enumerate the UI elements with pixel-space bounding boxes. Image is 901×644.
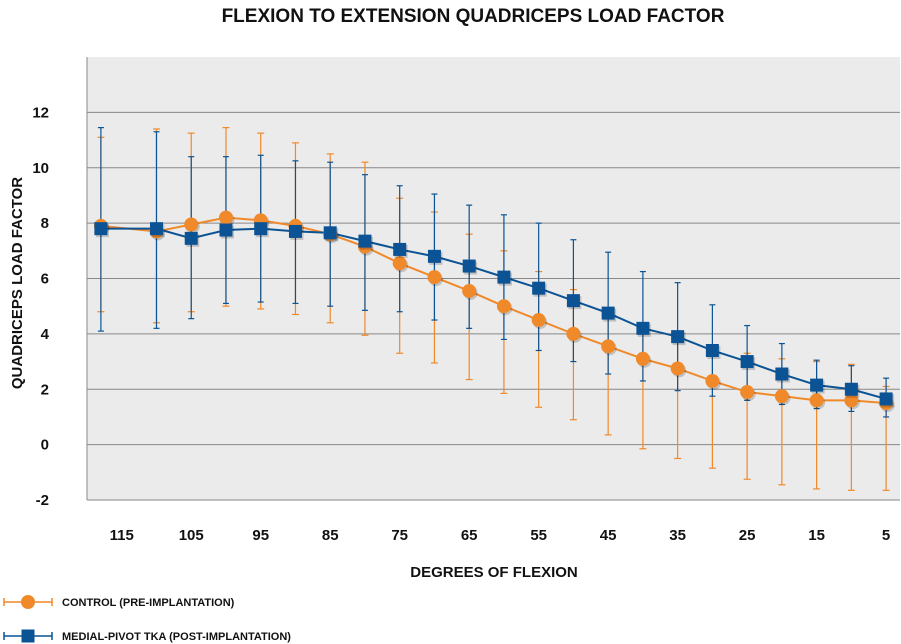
x-tick-label: 15	[808, 527, 825, 544]
data-point	[809, 393, 824, 408]
x-axis-label: DEGREES OF FLEXION	[410, 564, 578, 581]
data-point	[149, 222, 163, 236]
data-point	[775, 367, 789, 381]
data-point	[496, 299, 511, 314]
y-tick-label: 12	[32, 104, 49, 121]
data-point	[635, 351, 650, 366]
data-point	[497, 270, 511, 284]
data-point	[462, 259, 476, 273]
gridlines	[86, 57, 900, 501]
data-point	[566, 326, 581, 341]
data-point	[879, 392, 893, 406]
x-tick-labels: 115 105 95 85 75 65 55 45 35 25 15 5	[110, 527, 891, 544]
x-tick-label: 45	[600, 527, 617, 544]
data-point	[531, 313, 546, 328]
data-point	[393, 242, 407, 256]
x-tick-label: 55	[530, 527, 547, 544]
x-tick-label: 75	[391, 527, 408, 544]
data-point	[94, 222, 108, 236]
x-tick-label: 35	[669, 527, 686, 544]
data-point	[392, 256, 407, 271]
data-point	[601, 306, 615, 320]
x-tick-label: 115	[110, 527, 134, 544]
y-tick-label: 6	[41, 271, 49, 288]
y-tick-label: 4	[41, 326, 50, 343]
data-point	[601, 339, 616, 354]
y-tick-label: 2	[41, 381, 49, 398]
y-tick-label: 8	[41, 215, 49, 232]
legend-label: MEDIAL-PIVOT TKA (POST-IMPLANTATION)	[62, 631, 291, 643]
data-point	[427, 249, 441, 263]
data-point	[844, 393, 859, 408]
data-point	[705, 373, 720, 388]
x-tick-label: 105	[179, 527, 204, 544]
x-tick-label: 85	[322, 527, 339, 544]
data-point	[740, 355, 754, 369]
y-tick-label: -2	[36, 492, 49, 509]
data-point	[184, 231, 198, 245]
data-point	[810, 378, 824, 392]
data-point	[740, 385, 755, 400]
data-point	[184, 217, 199, 232]
y-tick-labels: -2 0 2 4 6 8 10 12	[32, 104, 49, 509]
data-point	[427, 270, 442, 285]
data-point	[636, 321, 650, 335]
chart-title: FLEXION TO EXTENSION QUADRICEPS LOAD FAC…	[222, 6, 725, 27]
x-tick-label: 65	[461, 527, 478, 544]
x-tick-label: 5	[882, 527, 890, 544]
data-point	[254, 222, 268, 236]
data-point	[774, 389, 789, 404]
data-point	[705, 343, 719, 357]
data-point	[566, 294, 580, 308]
data-point	[358, 234, 372, 248]
legend-marker	[21, 629, 35, 643]
data-point	[532, 281, 546, 295]
x-tick-label: 25	[739, 527, 756, 544]
data-point	[671, 330, 685, 344]
data-point	[844, 382, 858, 396]
y-tick-label: 0	[41, 437, 49, 454]
data-point	[218, 210, 233, 225]
data-point	[323, 226, 337, 240]
legend: CONTROL (PRE-IMPLANTATION) MEDIAL-PIVOT T…	[3, 595, 291, 643]
data-point	[288, 224, 302, 238]
data-point	[670, 361, 685, 376]
legend-label: CONTROL (PRE-IMPLANTATION)	[62, 597, 235, 609]
y-tick-label: 10	[32, 160, 49, 177]
data-markers	[93, 210, 895, 413]
x-tick-label: 95	[252, 527, 269, 544]
data-point	[219, 223, 233, 237]
y-axis-label: QUADRICEPS LOAD FACTOR	[9, 177, 26, 389]
legend-marker	[21, 595, 35, 609]
data-point	[462, 283, 477, 298]
